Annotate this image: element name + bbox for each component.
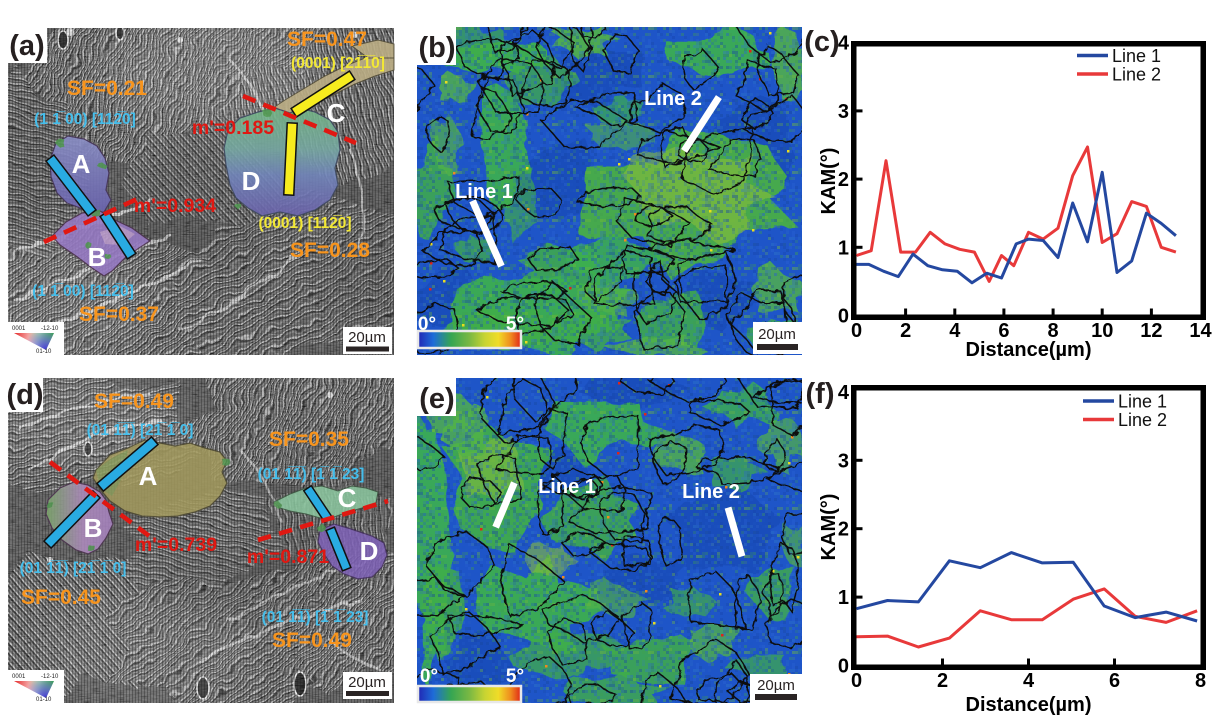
svg-text:0: 0 xyxy=(838,656,849,678)
svg-text:0: 0 xyxy=(851,320,862,342)
svg-text:m'=0.871: m'=0.871 xyxy=(247,546,329,568)
svg-text:-12-10: -12-10 xyxy=(41,326,59,332)
svg-text:B: B xyxy=(84,513,103,543)
svg-text:Line 2: Line 2 xyxy=(1118,410,1167,430)
svg-text:1: 1 xyxy=(838,237,849,259)
svg-text:Line 2: Line 2 xyxy=(1112,65,1161,85)
svg-text:20µm: 20µm xyxy=(757,677,795,694)
svg-text:(01 1̅1̅) [1̅ 1̅ 23]: (01 1̅1̅) [1̅ 1̅ 23] xyxy=(262,609,369,626)
svg-text:KAM(°): KAM(°) xyxy=(818,148,840,215)
svg-text:m'=0.934: m'=0.934 xyxy=(134,195,216,217)
svg-text:8: 8 xyxy=(1195,670,1206,692)
svg-text:0: 0 xyxy=(851,670,862,692)
svg-text:Line 1: Line 1 xyxy=(1112,46,1161,66)
svg-text:D: D xyxy=(242,166,261,196)
svg-text:B: B xyxy=(88,242,107,272)
svg-text:4: 4 xyxy=(949,320,961,342)
svg-text:4: 4 xyxy=(838,382,850,404)
svg-text:4: 4 xyxy=(1023,670,1035,692)
svg-text:(01 1̅1̅) [21̅ 1̅ 0]: (01 1̅1̅) [21̅ 1̅ 0] xyxy=(87,422,194,439)
svg-text:Distance(µm): Distance(µm) xyxy=(966,339,1092,361)
svg-text:1: 1 xyxy=(838,587,849,609)
svg-text:(b): (b) xyxy=(418,32,455,64)
svg-text:6: 6 xyxy=(1109,670,1120,692)
svg-text:SF=0.47: SF=0.47 xyxy=(287,28,367,51)
svg-text:D: D xyxy=(360,536,379,566)
svg-text:3: 3 xyxy=(838,450,849,472)
svg-text:10: 10 xyxy=(1091,320,1113,342)
svg-text:(01 1̅1̅) [21̅ 1̅ 0]: (01 1̅1̅) [21̅ 1̅ 0] xyxy=(20,560,127,577)
svg-text:SF=0.37: SF=0.37 xyxy=(79,303,159,326)
svg-text:20µm: 20µm xyxy=(348,329,386,346)
svg-text:Distance(µm): Distance(µm) xyxy=(966,694,1092,716)
svg-text:(1 1̅ 00) [112̅0]: (1 1̅ 00) [112̅0] xyxy=(32,283,134,300)
svg-text:(e): (e) xyxy=(419,383,454,415)
svg-text:2: 2 xyxy=(838,519,849,541)
svg-text:01-10: 01-10 xyxy=(36,697,52,703)
svg-text:(01 1̅1̅) [1̅ 1̅ 23]: (01 1̅1̅) [1̅ 1̅ 23] xyxy=(258,466,365,483)
svg-text:4: 4 xyxy=(838,33,850,55)
svg-text:(0001) [21̅1̅0]: (0001) [21̅1̅0] xyxy=(291,55,385,72)
svg-text:C: C xyxy=(327,98,346,128)
svg-text:KAM(°): KAM(°) xyxy=(818,494,840,561)
svg-text:(a): (a) xyxy=(9,30,44,62)
svg-text:14: 14 xyxy=(1189,320,1212,342)
svg-text:Line 1: Line 1 xyxy=(455,181,513,203)
svg-text:(0001) [112̅0]: (0001) [112̅0] xyxy=(258,215,351,232)
svg-text:(f): (f) xyxy=(806,378,835,410)
svg-text:SF=0.49: SF=0.49 xyxy=(272,629,352,652)
svg-text:Line 1: Line 1 xyxy=(1118,392,1167,412)
svg-text:Line 1: Line 1 xyxy=(538,476,596,498)
svg-text:SF=0.35: SF=0.35 xyxy=(269,428,349,451)
svg-text:m'=0.185: m'=0.185 xyxy=(192,117,274,139)
svg-text:SF=0.21: SF=0.21 xyxy=(67,77,147,100)
svg-text:3: 3 xyxy=(838,101,849,123)
svg-text:5°: 5° xyxy=(506,666,524,687)
svg-text:C: C xyxy=(338,483,357,513)
svg-text:8: 8 xyxy=(1048,320,1059,342)
svg-text:0001: 0001 xyxy=(12,674,26,680)
svg-text:6: 6 xyxy=(998,320,1009,342)
svg-text:0001: 0001 xyxy=(12,326,26,332)
svg-text:Line 2: Line 2 xyxy=(644,88,702,110)
svg-text:(d): (d) xyxy=(6,379,43,411)
svg-text:SF=0.45: SF=0.45 xyxy=(21,586,101,609)
svg-text:20µm: 20µm xyxy=(758,326,796,343)
svg-text:2: 2 xyxy=(937,670,948,692)
svg-text:(c): (c) xyxy=(804,26,839,58)
svg-text:2: 2 xyxy=(900,320,911,342)
svg-text:-12-10: -12-10 xyxy=(41,674,59,680)
svg-text:(1 1̅ 00) [112̅0]: (1 1̅ 00) [112̅0] xyxy=(34,111,136,128)
svg-text:0: 0 xyxy=(838,306,849,328)
svg-text:SF=0.49: SF=0.49 xyxy=(94,390,174,413)
svg-text:m'=0.739: m'=0.739 xyxy=(135,534,217,556)
svg-text:12: 12 xyxy=(1140,320,1162,342)
svg-text:20µm: 20µm xyxy=(348,674,386,691)
svg-text:01-10: 01-10 xyxy=(36,349,52,355)
svg-text:Line 2: Line 2 xyxy=(682,481,740,503)
svg-text:2: 2 xyxy=(838,169,849,191)
svg-text:A: A xyxy=(72,149,91,179)
svg-text:SF=0.28: SF=0.28 xyxy=(290,239,370,262)
svg-text:A: A xyxy=(139,461,158,491)
svg-text:0°: 0° xyxy=(420,666,438,687)
